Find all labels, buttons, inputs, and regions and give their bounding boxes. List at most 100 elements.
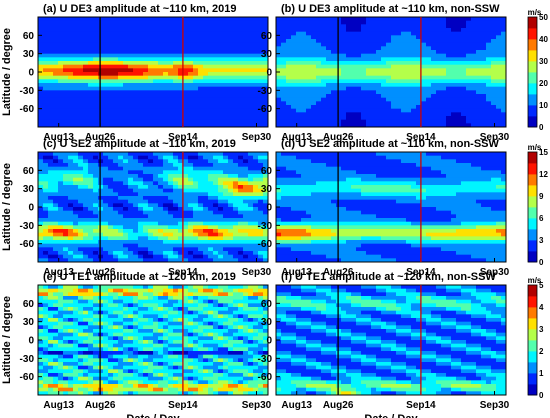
heat-cell (173, 108, 179, 113)
heat-cell (88, 72, 94, 77)
heat-cell (376, 119, 382, 124)
heat-cell (366, 185, 372, 190)
heat-cell (391, 192, 397, 197)
heat-cell (446, 86, 452, 91)
heat-cell (451, 123, 457, 128)
heat-cell (223, 203, 229, 208)
heat-cell (93, 177, 99, 182)
heat-cell (198, 185, 204, 190)
heat-cell (228, 203, 234, 208)
heat-cell (53, 116, 59, 121)
heat-cell (321, 185, 327, 190)
heat-cell (331, 207, 337, 212)
heat-cell (281, 112, 287, 117)
heat-cell (351, 28, 357, 33)
heat-cell (158, 251, 164, 256)
heat-cell (163, 108, 169, 113)
heat-cell (53, 72, 59, 77)
heat-cell (248, 247, 254, 252)
heat-cell (301, 214, 307, 219)
heat-cell (198, 240, 204, 245)
heat-cell (113, 174, 119, 179)
heat-cell (238, 185, 244, 190)
heat-cell (188, 203, 194, 208)
heat-cell (281, 94, 287, 99)
heat-cell (451, 94, 457, 99)
heat-cell (48, 163, 54, 168)
heat-cell (58, 57, 64, 62)
heat-cell (168, 188, 174, 193)
heat-cell (178, 203, 184, 208)
heat-cell (128, 199, 134, 204)
heat-cell (168, 79, 174, 84)
heat-cell (63, 50, 69, 55)
heat-cell (258, 188, 264, 193)
heat-cell (243, 123, 249, 128)
heat-cell (193, 181, 199, 186)
heat-cell (168, 243, 174, 248)
heat-cell (356, 188, 362, 193)
heat-cell (103, 94, 109, 99)
heat-cell (238, 254, 244, 259)
heat-cell (123, 101, 129, 106)
heat-cell (38, 232, 44, 237)
heat-cell (396, 192, 402, 197)
heat-cell (208, 240, 214, 245)
heat-cell (296, 170, 302, 175)
heat-cell (421, 101, 427, 106)
heat-cell (238, 64, 244, 69)
heat-cell (281, 105, 287, 110)
heat-cell (451, 112, 457, 117)
heat-cell (148, 68, 154, 73)
heat-cell (78, 123, 84, 128)
heat-cell (83, 64, 89, 69)
heat-cell (153, 24, 159, 29)
heat-cell (48, 57, 54, 62)
heat-cell (253, 105, 259, 110)
heat-cell (108, 112, 114, 117)
heat-cell (416, 57, 422, 62)
heat-cell (248, 86, 254, 91)
heat-cell (143, 28, 149, 33)
heat-cell (78, 57, 84, 62)
heat-cell (93, 61, 99, 66)
heat-cell (326, 254, 332, 259)
heat-cell (123, 236, 129, 241)
heat-cell (306, 50, 312, 55)
heat-cell (476, 90, 482, 95)
heat-cell (351, 210, 357, 215)
heat-cell (496, 50, 502, 55)
heat-cell (208, 35, 214, 40)
heat-cell (356, 90, 362, 95)
heat-cell (158, 218, 164, 223)
heat-cell (286, 251, 292, 256)
heat-cell (356, 240, 362, 245)
heat-cell (128, 83, 134, 88)
heat-cell (258, 46, 264, 51)
heat-cell (163, 196, 169, 201)
heat-cell (286, 188, 292, 193)
heat-cell (183, 207, 189, 212)
heat-cell (38, 105, 44, 110)
heat-cell (138, 207, 144, 212)
y-tick-label: 0 (28, 68, 34, 79)
heat-cell (326, 116, 332, 121)
heat-cell (321, 258, 327, 263)
heat-cell (193, 177, 199, 182)
heat-cell (168, 90, 174, 95)
heat-cell (281, 97, 287, 102)
heat-cell (281, 192, 287, 197)
heat-cell (228, 254, 234, 259)
heat-cell (38, 177, 44, 182)
heat-cell (376, 28, 382, 33)
heat-cell (113, 105, 119, 110)
heat-cell (73, 42, 79, 47)
heat-cell (331, 42, 337, 47)
heat-cell (411, 123, 417, 128)
heat-cell (78, 221, 84, 226)
heat-cell (113, 188, 119, 193)
heat-cell (326, 75, 332, 80)
heat-cell (361, 64, 367, 69)
heat-cell (193, 229, 199, 234)
heat-cell (471, 101, 477, 106)
